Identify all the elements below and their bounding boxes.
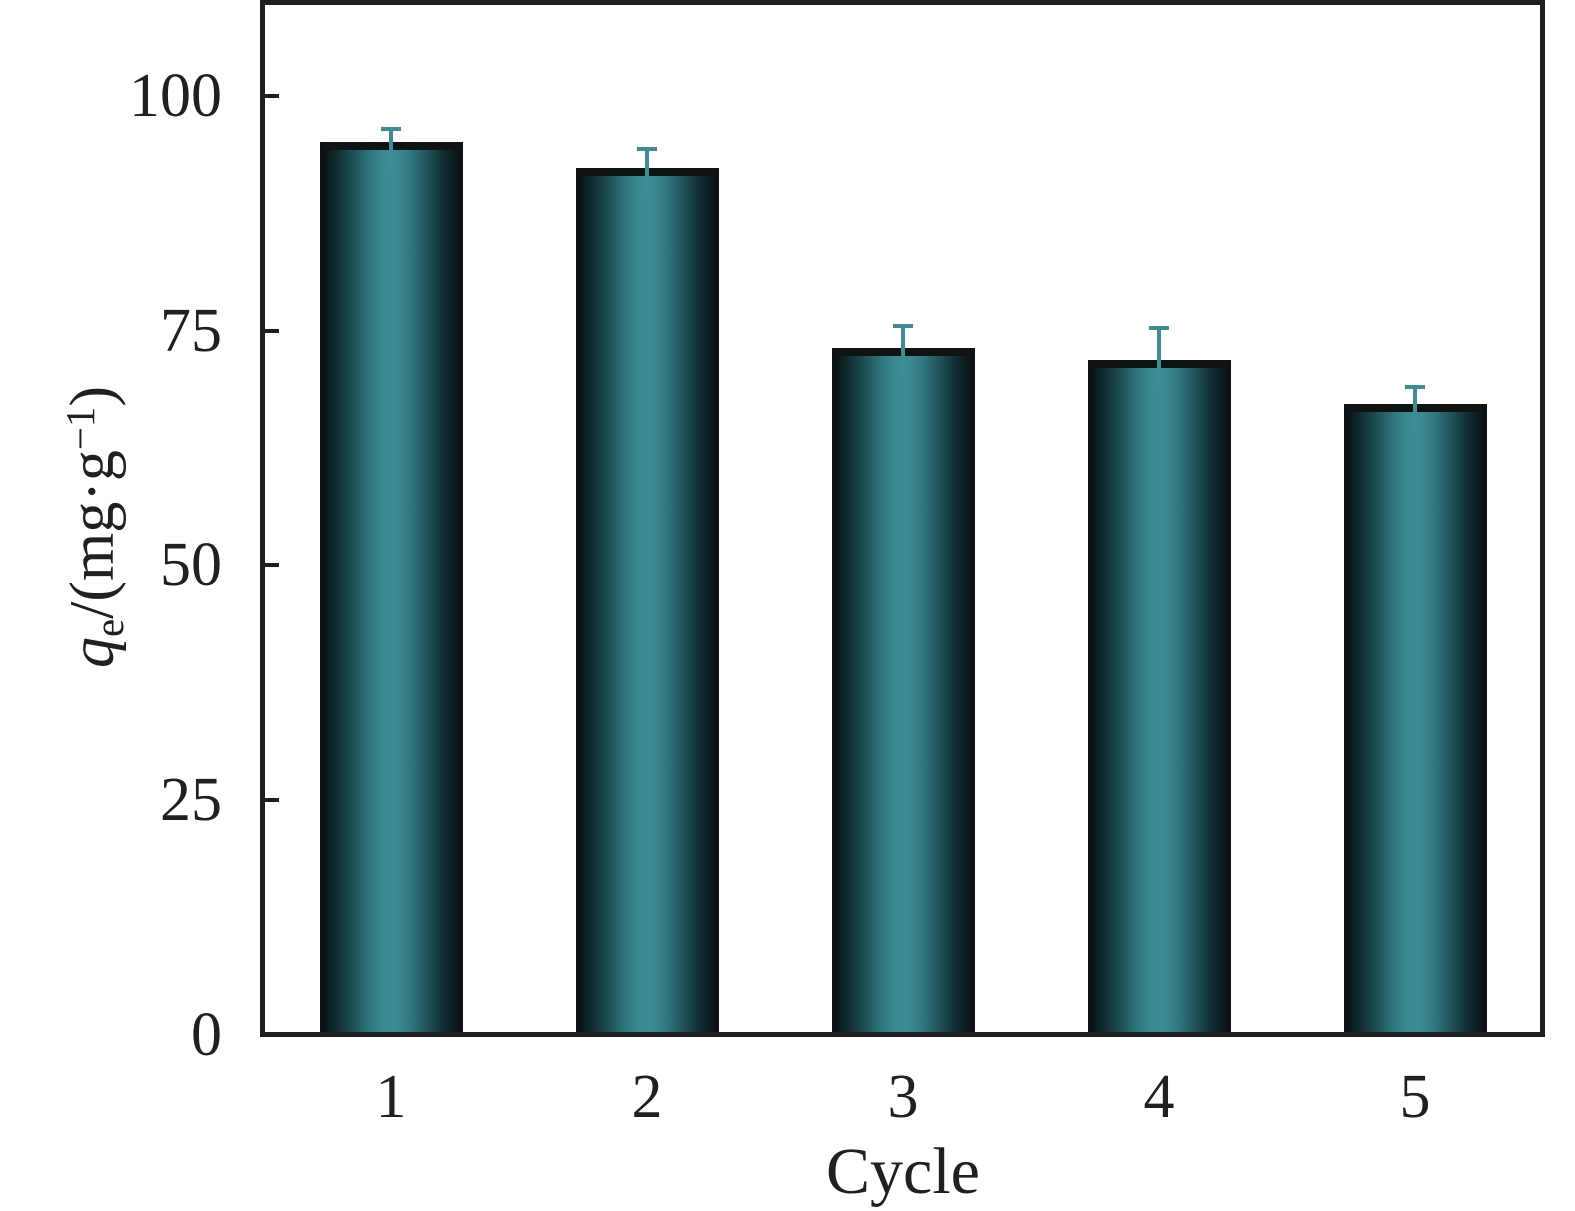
error-bar-stem [901, 325, 905, 378]
bar-cycle-4 [1087, 359, 1231, 1035]
y-axis-tick [263, 328, 279, 333]
x-axis-tick-label: 5 [1399, 1063, 1431, 1131]
y-axis-tick [263, 93, 279, 98]
y-title-end: ) [58, 385, 127, 407]
y-axis-tick [263, 1033, 279, 1037]
error-bar-stem [1413, 387, 1417, 434]
bar-cycle-3 [831, 347, 975, 1035]
error-bar-cap [1405, 385, 1425, 390]
x-axis-tick-label: 4 [1143, 1063, 1175, 1131]
x-axis-tick-label: 2 [631, 1063, 663, 1131]
y-axis-tick-label: 25 [160, 766, 222, 835]
y-axis-tick [263, 798, 279, 803]
y-title-q: q [58, 637, 127, 669]
y-title-superscript: −1 [58, 406, 104, 451]
x-axis-title: Cycle [826, 1135, 980, 1208]
x-axis-tick-label: 3 [887, 1063, 919, 1131]
error-bar-stem [1157, 327, 1161, 390]
error-bar-cap [381, 126, 401, 131]
error-bar-stem [645, 149, 649, 199]
y-title-subscript: e [86, 618, 132, 638]
y-axis-tick-label: 50 [160, 531, 222, 600]
error-bar-cap [637, 147, 657, 152]
bar-cycle-5 [1343, 403, 1487, 1035]
y-axis-tick-label: 100 [129, 61, 222, 130]
y-axis-tick [263, 563, 279, 568]
y-axis-tick-label: 75 [160, 296, 222, 365]
error-bar-stem [389, 128, 393, 172]
bar-cycle-1 [319, 141, 463, 1035]
x-axis-tick-label: 1 [375, 1063, 407, 1131]
error-bar-cap [1149, 325, 1169, 330]
error-bar-cap [893, 323, 913, 328]
y-axis-tick-label: 0 [191, 1001, 222, 1069]
bar-cycle-2 [575, 168, 719, 1035]
